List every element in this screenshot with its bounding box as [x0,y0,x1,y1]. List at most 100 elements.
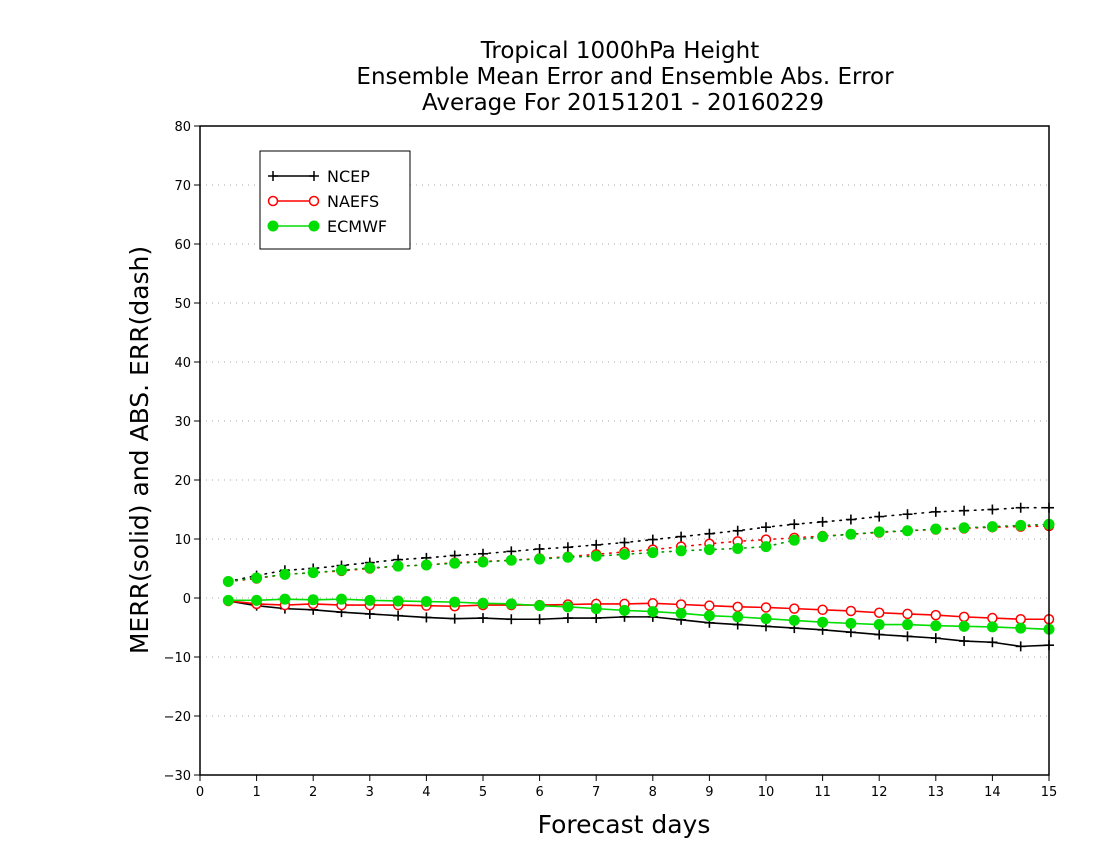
merr-point-ecmwf-26 [958,620,970,632]
x-tick-label-9: 9 [705,785,713,800]
legend-item-ecmwf: ECMWF [267,217,387,236]
merr-point-ecmwf-5 [364,594,376,606]
abs-err-point-ncep-27 [987,504,998,515]
merr-line-ncep [228,600,1050,648]
abs-err-point-ecmwf-8 [449,557,461,569]
x-tick-label-7: 7 [592,785,600,800]
merr-point-naefs-25 [930,609,942,621]
merr-point-naefs-20 [789,603,800,614]
legend-marker-ecmwf [267,220,279,232]
y-tick-label-1: −20 [164,710,191,725]
abs-err-point-ncep-16 [676,531,687,542]
y-tick-label-10: 70 [174,179,191,194]
abs-err-point-ecmwf-2 [279,568,291,580]
abs-err-point-ecmwf-20 [788,534,800,546]
title-line-3: Average For 20151201 - 20160229 [422,90,824,116]
abs-err-point-ecmwf-7 [420,559,432,571]
abs-err-point-ncep-26 [959,505,970,516]
merr-point-naefs-24 [902,608,913,620]
plot-frame [199,125,1050,776]
merr-point-ncep-10 [506,614,517,625]
merr-point-ncep-27 [987,637,998,648]
y-tick-label-4: 10 [174,533,191,548]
x-tick-label-8: 8 [649,785,657,800]
abs-err-point-ncep-14 [619,537,630,548]
merr-point-naefs-16 [675,599,687,610]
merr-point-ecmwf-4 [336,593,347,605]
merr-point-ecmwf-15 [647,606,659,618]
abs-err-point-ecmwf-10 [505,554,517,566]
x-tick-label-4: 4 [422,785,430,800]
merr-point-ecmwf-17 [703,610,715,622]
legend-label-naefs: NAEFS [327,192,379,211]
merr-point-ncep-7 [421,612,432,623]
x-axis-label: Forecast days [538,810,711,839]
abs-err-point-ecmwf-21 [817,531,829,543]
merr-point-ecmwf-16 [675,607,687,619]
abs-err-point-ecmwf-23 [873,526,885,538]
x-tick-label-3: 3 [366,785,374,800]
abs-err-line-ncep [227,506,1050,583]
abs-err-point-ecmwf-3 [307,567,319,579]
merr-point-ncep-13 [591,613,602,624]
abs-err-point-ecmwf-11 [534,553,546,565]
merr-point-ncep-8 [449,613,460,624]
legend-marker-ecmwf-2 [308,220,320,232]
merr-point-naefs-22 [845,605,857,617]
abs-err-line-naefs [227,525,1050,583]
abs-err-point-ecmwf-16 [675,545,687,557]
abs-err-point-ncep-11 [534,544,545,555]
y-tick-label-3: 0 [183,592,191,607]
x-tick-label-10: 10 [758,785,775,800]
series-ncep [223,502,1054,652]
abs-err-point-ncep-18 [732,525,743,536]
y-tick-label-11: 80 [174,120,191,135]
merr-point-ncep-25 [930,633,941,644]
merr-point-ncep-9 [478,613,488,624]
y-tick-label-2: −10 [164,651,191,666]
merr-point-ecmwf-19 [760,613,772,625]
merr-point-ecmwf-18 [732,611,744,623]
x-tick-label-13: 13 [928,785,945,800]
abs-err-point-ncep-20 [789,519,800,530]
abs-err-point-ncep-25 [930,506,941,517]
abs-err-point-ecmwf-14 [619,548,630,560]
abs-err-point-ecmwf-12 [562,551,574,563]
abs-err-point-ecmwf-17 [703,544,715,556]
x-tick-label-1: 1 [252,785,260,800]
abs-err-point-ecmwf-13 [590,550,602,562]
x-tick-label-14: 14 [984,785,1001,800]
merr-point-ncep-11 [534,614,545,625]
abs-err-point-ecmwf-22 [845,528,857,540]
legend-label-ecmwf: ECMWF [327,217,387,236]
title-line-1: Tropical 1000hPa Height [480,38,760,64]
abs-err-point-ncep-19 [761,522,771,533]
merr-point-ncep-23 [874,629,885,640]
legend-label-ncep: NCEP [327,167,370,186]
abs-err-point-ncep-13 [591,539,602,550]
abs-err-point-ecmwf-5 [364,562,376,574]
title-line-2: Ensemble Mean Error and Ensemble Abs. Er… [356,64,894,90]
merr-point-naefs-18 [732,601,743,613]
abs-err-point-ecmwf-6 [392,560,404,572]
merr-point-ecmwf-28 [1015,622,1027,634]
y-tick-label-6: 30 [174,415,191,430]
merr-point-ecmwf-1 [251,594,263,606]
merr-point-ecmwf-27 [986,621,998,633]
merr-point-ecmwf-7 [420,596,432,608]
legend-box [259,150,411,250]
merr-point-naefs-19 [760,602,772,613]
abs-err-point-ecmwf-26 [958,522,970,534]
merr-point-ecmwf-9 [477,597,489,609]
merr-point-ncep-26 [959,636,970,647]
merr-point-ecmwf-11 [534,600,546,612]
merr-point-ncep-5 [364,608,375,619]
merr-point-naefs-23 [873,607,885,618]
abs-err-point-ncep-17 [704,528,715,539]
abs-err-point-ecmwf-25 [930,523,942,535]
merr-point-ecmwf-25 [930,620,942,632]
merr-point-ecmwf-6 [392,595,404,607]
abs-err-point-ncep-24 [902,509,913,520]
merr-point-ecmwf-22 [845,617,857,629]
